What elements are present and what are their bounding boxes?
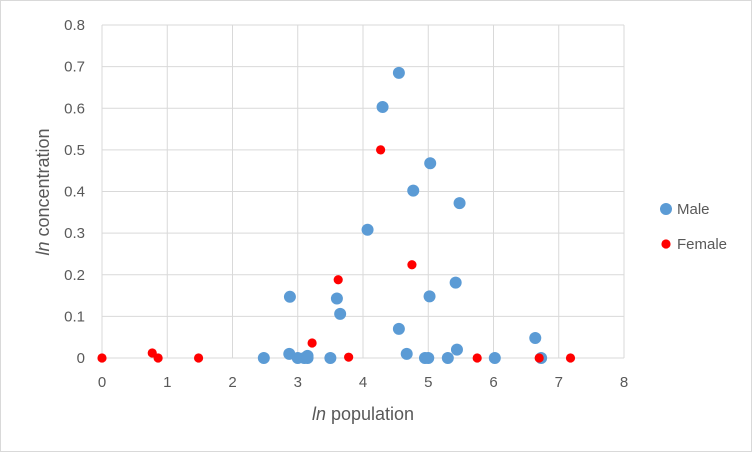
y-tick-label: 0.8 [64, 17, 85, 34]
female-point [333, 275, 343, 285]
y-tick-label: 0.3 [64, 225, 85, 242]
y-axis-title: ln concentration [33, 128, 53, 255]
male-point [324, 352, 337, 364]
female-point [193, 353, 204, 363]
male-point [301, 352, 314, 364]
y-tick-label: 0.5 [64, 142, 85, 159]
y-tick-label: 0.2 [64, 267, 85, 284]
male-point [407, 184, 420, 197]
male-point [376, 101, 389, 114]
y-tick-label: 0.1 [64, 308, 85, 325]
male-point [400, 347, 413, 360]
female-point [307, 338, 317, 348]
female-point [407, 260, 417, 270]
x-tick-label: 2 [228, 374, 236, 391]
y-tick-label: 0.6 [64, 100, 85, 117]
x-tick-label: 0 [98, 374, 106, 391]
male-point [529, 332, 542, 345]
male-point [392, 66, 405, 79]
y-axis-title-rest: concentration [33, 128, 53, 241]
male-point [449, 276, 462, 289]
male-point [488, 352, 501, 364]
female-point [565, 353, 576, 363]
x-tick-label: 3 [294, 374, 302, 391]
male-point [441, 352, 454, 364]
male-point [450, 343, 463, 356]
tick-labels: 0 1 2 3 4 5 6 7 8 0 0.1 0.2 0.3 0.4 0.5 0.6 0.7 0.8 [64, 17, 628, 391]
x-tick-label: 1 [163, 374, 171, 391]
x-tick-label: 5 [424, 374, 432, 391]
female-point [472, 353, 482, 363]
x-tick-label: 7 [555, 374, 563, 391]
male-point [283, 290, 296, 303]
x-tick-label: 8 [620, 374, 628, 391]
female-point [153, 353, 163, 363]
y-tick-label: 0.7 [64, 59, 85, 76]
male-point [330, 292, 343, 305]
x-tick-label: 4 [359, 374, 367, 391]
female-point [376, 145, 386, 155]
grid-lines [101, 24, 625, 359]
legend: Male Female [660, 201, 727, 253]
female-point [97, 353, 107, 363]
male-point [422, 352, 435, 364]
x-tick-label: 6 [489, 374, 497, 391]
legend-marker-female [661, 239, 671, 249]
y-tick-label: 0.4 [64, 184, 85, 201]
male-point [392, 322, 405, 335]
male-point [424, 157, 437, 170]
male-point [423, 290, 436, 303]
legend-label-female: Female [677, 236, 727, 253]
x-axis-title: ln population [312, 404, 414, 424]
male-point [361, 223, 374, 236]
legend-label-male: Male [677, 201, 710, 218]
x-axis-title-rest: population [326, 404, 414, 424]
y-tick-label: 0 [77, 350, 85, 367]
male-point [257, 352, 270, 364]
legend-marker-male [660, 203, 672, 215]
data-points [97, 66, 576, 364]
male-point [453, 197, 466, 210]
y-axis-title-prefix: ln [33, 242, 53, 256]
x-axis-title-prefix: ln [312, 404, 326, 424]
female-point [344, 352, 354, 362]
female-point [534, 353, 544, 363]
male-point [334, 307, 347, 320]
